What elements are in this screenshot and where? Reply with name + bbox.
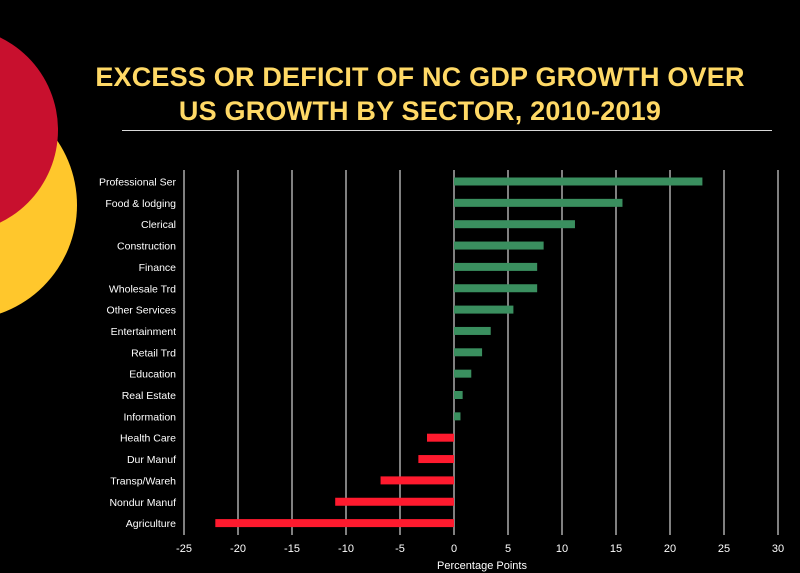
bars [215, 177, 703, 528]
category-label: Retail Trd [131, 347, 176, 359]
x-tick-label: 0 [451, 543, 457, 555]
bar [454, 241, 544, 250]
title-divider [122, 130, 772, 131]
x-tick-label: -25 [176, 543, 192, 555]
bar [380, 476, 454, 485]
category-label: Health Care [120, 433, 176, 445]
bar [454, 326, 491, 335]
x-tick-label: 20 [664, 543, 676, 555]
x-tick-labels: -25 -20 -15 -10 -5 0 5 10 15 20 25 30 [176, 543, 784, 555]
x-tick-label: -5 [395, 543, 405, 555]
x-tick-label: -10 [338, 543, 354, 555]
category-label: Agriculture [126, 518, 176, 530]
x-tick-label: -15 [284, 543, 300, 555]
bar [454, 305, 514, 314]
bar [454, 262, 538, 271]
category-label: Transp/Wareh [110, 475, 176, 487]
x-axis-label: Percentage Points [437, 560, 527, 572]
x-tick-label: 15 [610, 543, 622, 555]
x-tick-label: 5 [505, 543, 511, 555]
category-label: Food & lodging [105, 198, 176, 210]
bar [335, 497, 454, 506]
category-label: Entertainment [111, 326, 176, 338]
bar [454, 348, 483, 357]
bar [454, 369, 472, 378]
chart-title: EXCESS OR DEFICIT OF NC GDP GROWTH OVER … [60, 60, 780, 128]
bar [454, 391, 463, 399]
category-label: Finance [139, 262, 177, 274]
category-labels: Professional Ser Food & lodging Clerical Co… [99, 177, 177, 531]
red-circle-decoration [0, 37, 58, 223]
chart-title-line-2: US GROWTH BY SECTOR, 2010-2019 [178, 96, 662, 126]
bar [418, 455, 454, 464]
category-label: Real Estate [122, 390, 176, 402]
bar [454, 177, 703, 186]
category-label: Construction [117, 241, 176, 253]
category-label: Information [123, 411, 176, 423]
x-tick-label: -20 [230, 543, 246, 555]
category-label: Other Services [107, 305, 176, 317]
x-tick-label: 30 [772, 543, 784, 555]
category-label: Dur Manuf [127, 454, 176, 466]
bar [454, 220, 575, 229]
bar [215, 519, 454, 528]
category-label: Wholesale Trd [109, 283, 176, 295]
category-label: Nondur Manuf [109, 497, 176, 509]
x-tick-label: 25 [718, 543, 730, 555]
bar [427, 433, 454, 442]
chart-title-line-1: EXCESS OR DEFICIT OF NC GDP GROWTH OVER [95, 62, 745, 92]
bar [454, 284, 538, 293]
category-label: Professional Ser [99, 177, 177, 189]
bar [454, 412, 461, 421]
x-tick-label: 10 [556, 543, 568, 555]
category-label: Clerical [141, 219, 176, 231]
bar [454, 198, 623, 207]
category-label: Education [129, 369, 176, 381]
gridlines [183, 170, 779, 535]
